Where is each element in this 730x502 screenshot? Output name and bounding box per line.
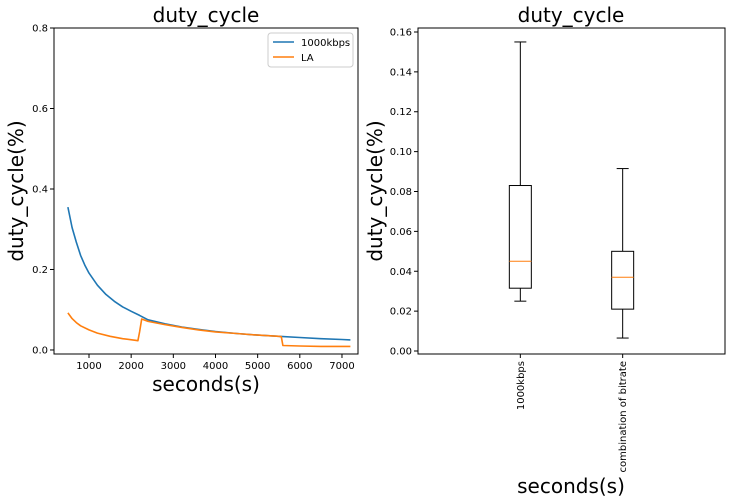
box-plot-x-ticks: 1000kbps combination of bitrate	[516, 354, 629, 472]
x-tick-label: 4000	[203, 361, 228, 372]
x-tick-label-combination-of-bitrate: combination of bitrate	[618, 361, 629, 472]
line-chart-title: duty_cycle	[153, 3, 260, 27]
line-chart-x-label: seconds(s)	[152, 372, 260, 396]
line-chart-plot-frame	[53, 27, 359, 355]
y-tick-label: 0.00	[390, 347, 412, 358]
x-tick-label: 5000	[245, 361, 270, 372]
x-tick-label: 3000	[161, 361, 186, 372]
y-tick-label: 0.2	[32, 265, 48, 276]
box-plot-x-label: seconds(s)	[517, 474, 625, 498]
box-plot-boxes	[508, 41, 635, 339]
y-tick-label: 0.06	[390, 227, 412, 238]
box-1000kbps	[508, 41, 532, 302]
y-tick-label: 0.04	[390, 267, 412, 278]
y-tick-label: 0.14	[390, 67, 412, 78]
line-chart-legend: 1000kbps LA	[267, 32, 354, 68]
y-tick-label: 0.16	[390, 27, 412, 38]
line-chart-y-label: duty_cycle(%)	[4, 120, 28, 261]
y-tick-label: 0.02	[390, 307, 412, 318]
box-combination-of-bitrate	[611, 168, 635, 339]
line-chart-x-ticks: 1000 2000 3000 4000 5000 6000 7000	[76, 354, 355, 372]
box-plot-y-label: duty_cycle(%)	[363, 120, 387, 261]
x-tick-label: 7000	[329, 361, 354, 372]
y-tick-label: 0.0	[32, 345, 48, 356]
y-tick-label: 0.8	[32, 24, 48, 35]
series-line-1000kbps	[67, 206, 351, 341]
legend-label-la: LA	[301, 53, 314, 64]
x-tick-label-1000kbps: 1000kbps	[516, 361, 527, 410]
box-plot-plot-frame	[417, 27, 726, 355]
line-chart-series	[67, 206, 351, 348]
y-tick-label: 0.12	[390, 107, 412, 118]
x-tick-label: 1000	[76, 361, 101, 372]
y-tick-label: 0.4	[32, 184, 48, 195]
line-chart: duty_cycle 0.0 0.2 0.4 0.6 0.8 1000 2000 3000 4…	[4, 3, 359, 396]
y-tick-label: 0.6	[32, 104, 48, 115]
line-chart-y-ticks: 0.0 0.2 0.4 0.6 0.8	[32, 24, 54, 356]
box-plot: duty_cycle 0.000.020.040.060.080.100.120…	[363, 3, 726, 498]
series-line-la	[67, 312, 351, 348]
x-tick-label: 6000	[287, 361, 312, 372]
x-tick-label: 2000	[118, 361, 143, 372]
y-tick-label: 0.10	[390, 147, 412, 158]
interquartile-box	[508, 185, 532, 289]
box-plot-title: duty_cycle	[518, 3, 625, 27]
legend-label-1000kbps: 1000kbps	[301, 38, 350, 49]
box-plot-y-ticks: 0.00 0.02 0.04 0.06 0.08 0.10 0.12 0.14 0.16	[390, 27, 418, 358]
interquartile-box	[611, 250, 635, 310]
y-tick-label: 0.08	[390, 187, 412, 198]
